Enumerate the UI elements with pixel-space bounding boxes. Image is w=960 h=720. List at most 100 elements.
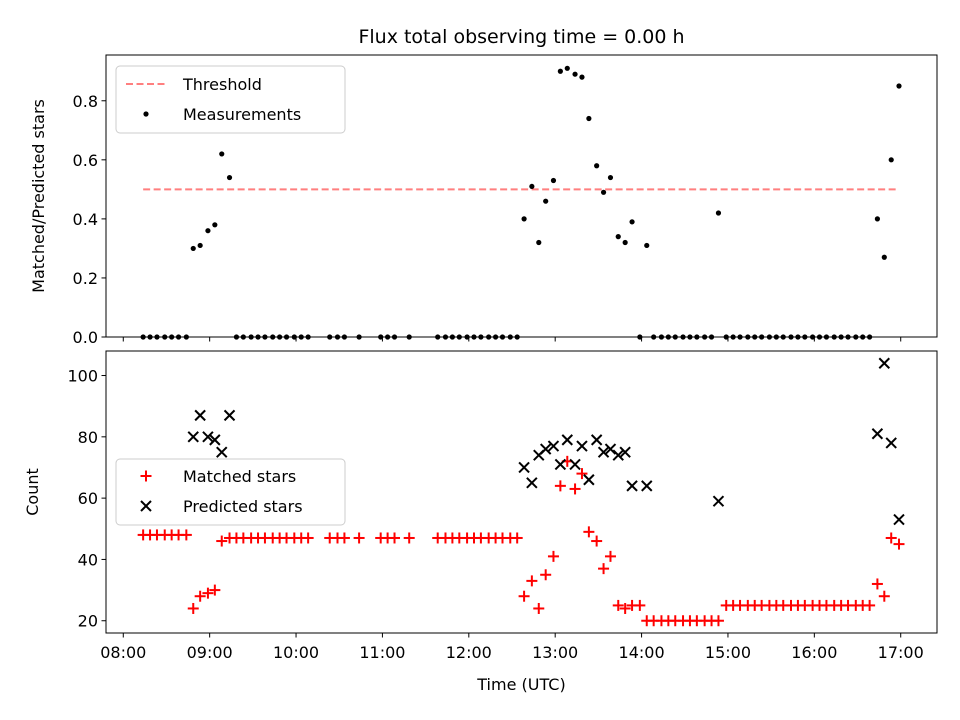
measurement-point [579, 74, 585, 80]
legend-predicted-marker-b [140, 500, 152, 512]
predicted-star-point [216, 446, 228, 458]
predicted-star-point [590, 434, 603, 446]
predicted-star-point [547, 440, 560, 452]
legend-matched-marker [140, 470, 152, 482]
legend-threshold-label: Threshold [182, 75, 262, 94]
legend-predicted-marker [140, 500, 152, 512]
measurement-point [888, 157, 894, 163]
bottom-x-tick-label-4: 12:00 [446, 643, 492, 662]
predicted-star-point [641, 480, 653, 492]
predicted-star-point-b [561, 434, 573, 446]
top-y-tick-label-0: 0.0 [73, 328, 98, 347]
matched-star-point [598, 563, 610, 575]
predicted-star-point-b [576, 440, 588, 452]
measurement-point [572, 71, 578, 77]
measurement-point [564, 65, 570, 71]
predicted-star-point [187, 431, 199, 443]
predicted-star-point [202, 431, 214, 443]
bottom-axes-frame [105, 350, 938, 634]
matched-star-point [591, 535, 603, 547]
bottom-y-tick-label-2: 60 [78, 489, 98, 508]
predicted-star-point-b [619, 446, 631, 458]
predicted-star-point-b [216, 446, 228, 458]
predicted-star-point-b [641, 480, 653, 492]
bottom-x-tick-label-2: 10:00 [273, 643, 319, 662]
predicted-star-point [569, 458, 581, 471]
predicted-star-point-b [590, 434, 603, 446]
predicted-star-point [518, 461, 530, 474]
measurement-point [219, 151, 225, 157]
legend-matched-label: Matched stars [183, 467, 296, 486]
top-legend: Threshold Measurements [115, 65, 346, 134]
bottom-y-tick-label-1: 40 [78, 550, 98, 569]
bottom-panel: 08:00 09:00 10:00 11:00 12:00 13:00 14:00 15:00… [23, 350, 938, 694]
predicted-star-point [554, 458, 567, 471]
matched-star-point [338, 532, 350, 544]
matched-star-point [389, 532, 401, 544]
predicted-star-point [612, 449, 624, 461]
top-y-ticks: 0.0 0.2 0.4 0.6 0.8 [73, 92, 106, 347]
measurement-point [205, 228, 211, 234]
predicted-star-point-b [539, 443, 552, 455]
matched-star-point [634, 599, 646, 611]
measurement-point [615, 234, 621, 240]
matched-star-point [511, 532, 523, 544]
measurement-point [212, 222, 218, 228]
matched-star-point [576, 468, 588, 480]
top-y-tick-label-2: 0.4 [73, 210, 98, 229]
matched-star-point [209, 584, 221, 596]
predicted-star-point [885, 437, 897, 449]
bottom-x-tick-label-8: 16:00 [791, 643, 837, 662]
bottom-x-tick-label-6: 14:00 [619, 643, 665, 662]
matched-star-point [518, 590, 530, 602]
bottom-x-tick-label-7: 15:00 [705, 643, 751, 662]
measurement-point [607, 174, 614, 181]
bottom-y-tick-label-3: 80 [78, 428, 98, 447]
matched-star-point [885, 532, 897, 544]
matched-star-point [893, 538, 905, 550]
predicted-star-point-b [187, 431, 199, 443]
bottom-legend: Matched stars Predicted stars [115, 458, 346, 526]
matched-star-point [302, 532, 314, 544]
matched-star-point [864, 599, 876, 611]
measurement-point [550, 177, 557, 184]
predicted-star-point [619, 446, 631, 458]
matched-star-point [353, 532, 365, 544]
matched-star-point [878, 590, 890, 602]
predicted-star-point-b [518, 461, 530, 474]
predicted-star-point [597, 446, 610, 458]
predicted-star-point-b [547, 440, 560, 452]
predicted-star-point [561, 434, 573, 446]
legend-predicted-label: Predicted stars [183, 497, 303, 516]
top-panel: 0.0 0.2 0.4 0.6 0.8 Flux total observing tim… [29, 26, 938, 347]
predicted-star-point [194, 409, 206, 422]
matched-star-point [569, 483, 581, 495]
bottom-y-tick-label-0: 20 [78, 612, 98, 631]
predicted-star-point [878, 357, 891, 369]
bottom-x-tick-label-9: 17:00 [878, 643, 924, 662]
measurement-point [543, 198, 549, 204]
legend-measurements-swatch [143, 111, 149, 117]
legend-measurements-label: Measurements [183, 105, 301, 124]
predicted-star-point-b [885, 437, 897, 449]
measurement-point [600, 189, 607, 195]
matched-star-point [194, 590, 206, 602]
matched-star-point [554, 480, 566, 492]
predicted-star-point [626, 480, 638, 492]
predicted-star-point-b [194, 409, 206, 422]
matched-star-point [619, 602, 631, 614]
chart-title: Flux total observing time = 0.00 h [358, 26, 684, 48]
matched-stars-series [137, 455, 905, 627]
bottom-x-ticks: 08:00 09:00 10:00 11:00 12:00 13:00 14:00 15:00… [100, 633, 924, 662]
matched-star-point [583, 526, 595, 538]
bottom-y-ticks: 20 40 60 80 100 [67, 367, 106, 631]
predicted-star-point-b [893, 513, 905, 526]
predicted-star-point-b [569, 458, 581, 471]
predicted-star-point-b [202, 431, 214, 443]
bottom-y-tick-label-4: 100 [67, 367, 98, 386]
measurement-point [557, 68, 563, 74]
bottom-x-tick-label-1: 09:00 [187, 643, 233, 662]
matched-star-point [526, 575, 538, 587]
predicted-star-point-b [878, 357, 891, 369]
